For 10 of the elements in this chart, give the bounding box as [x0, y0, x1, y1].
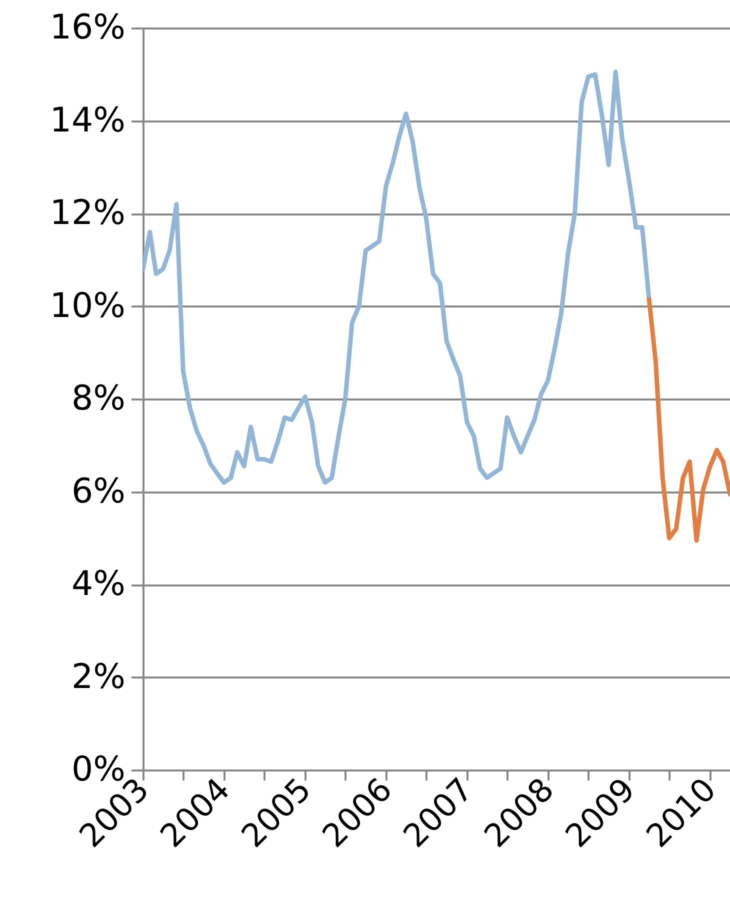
y-tick-label: 14%	[50, 100, 126, 140]
y-tick-label: 6%	[72, 471, 126, 512]
y-tick-label: 10%	[50, 286, 126, 326]
y-tick-label: 8%	[72, 378, 126, 418]
line-series	[143, 70, 652, 485]
y-tick-label: 16%	[50, 8, 126, 48]
y-tick-label: 4%	[72, 564, 126, 604]
y-tick-label: 12%	[50, 193, 126, 233]
y-tick-label: 2%	[72, 656, 126, 697]
line-series	[646, 297, 730, 543]
